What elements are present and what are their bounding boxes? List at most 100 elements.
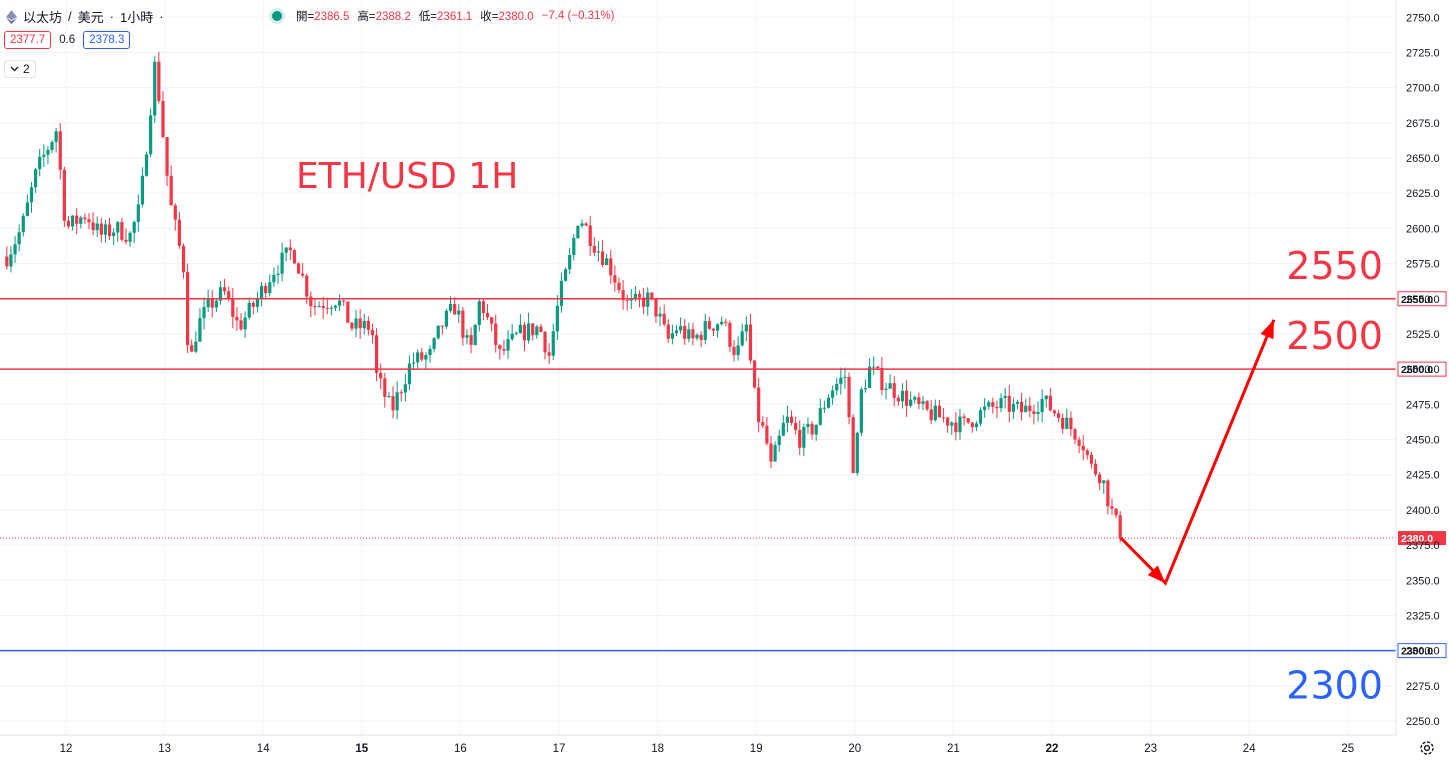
resistance-price-tag: [1397, 291, 1447, 307]
candles: [5, 51, 1122, 543]
candle-down: [469, 335, 473, 345]
quote-boxes: 2377.7 0.6 2378.3: [4, 31, 131, 49]
candle-up: [781, 422, 785, 436]
candle-down: [190, 345, 194, 352]
candle-up: [506, 339, 510, 351]
candle-up: [806, 423, 810, 427]
candle-up: [140, 175, 145, 205]
x-tick-label: 22: [1046, 743, 1059, 755]
candle-down: [1118, 515, 1122, 539]
candle-up: [563, 269, 568, 281]
candle-down: [650, 292, 654, 299]
candle-down: [946, 417, 950, 426]
candle-up: [128, 232, 132, 242]
candle-up: [596, 251, 601, 253]
candle-up: [29, 187, 34, 203]
candle-up: [715, 324, 720, 331]
current-price-tag: [1398, 531, 1446, 546]
y-tick-label: 2350.0: [1406, 575, 1440, 587]
candle-down: [765, 425, 769, 444]
candle-down: [288, 247, 292, 251]
resistance-price-tag-label: 2500.0: [1401, 364, 1433, 376]
candle-down: [625, 300, 629, 302]
candle-down: [917, 397, 921, 404]
candle-down: [929, 409, 933, 421]
candle-down: [1069, 417, 1073, 430]
candle-down: [1019, 401, 1024, 413]
candle-down: [699, 334, 703, 340]
candle-up: [403, 384, 407, 393]
candle-down: [970, 422, 974, 428]
candle-down: [1007, 395, 1011, 412]
symbol-header[interactable]: 以太坊 / 美元 · 1小時 ·: [6, 7, 164, 26]
candle-down: [157, 61, 161, 101]
candle-down: [58, 131, 62, 170]
indicators-toggle-button[interactable]: 2: [4, 60, 36, 78]
x-tick-label: 14: [257, 743, 270, 755]
resistance-price-tag: [1397, 361, 1447, 377]
x-tick-label: 13: [158, 743, 171, 755]
candle-up: [736, 345, 740, 356]
candle-down: [120, 222, 124, 240]
candle-down: [613, 275, 617, 283]
candle-down: [752, 360, 757, 388]
candle-up: [859, 389, 863, 433]
candle-down: [235, 316, 239, 321]
candle-down: [346, 301, 350, 323]
candle-up: [38, 156, 42, 170]
candle-up: [132, 221, 136, 233]
candle-down: [1085, 450, 1089, 455]
y-tick-label: 2475.0: [1406, 399, 1440, 411]
candle-down: [757, 387, 761, 423]
candle-up: [933, 405, 937, 421]
candle-up: [843, 376, 847, 378]
market-status-icon: [272, 11, 282, 21]
candle-down: [621, 290, 625, 301]
candle-up: [646, 292, 650, 307]
candle-up: [206, 298, 210, 308]
resistance-level-label: 2550: [1286, 244, 1383, 288]
candle-up: [1011, 403, 1015, 412]
candle-up: [407, 363, 412, 385]
candle-down: [502, 349, 506, 351]
buy-button[interactable]: 2378.3: [83, 31, 131, 49]
y-tick-label: 2275.0: [1406, 681, 1440, 693]
candle-down: [925, 401, 929, 410]
candle-down: [75, 215, 79, 224]
candle-down: [1077, 439, 1081, 446]
candle-up: [835, 383, 839, 391]
dot-separator-2: ·: [159, 9, 164, 24]
candle-down: [296, 263, 301, 274]
candle-up: [785, 416, 790, 423]
sell-button[interactable]: 2377.7: [4, 31, 52, 49]
candle-up: [144, 154, 149, 176]
candle-up: [1102, 480, 1106, 484]
candle-down: [941, 417, 946, 419]
symbol-name: 以太坊: [23, 10, 63, 25]
candle-down: [453, 304, 457, 315]
projection-path: [1119, 319, 1276, 586]
y-tick-label: 2675.0: [1406, 118, 1440, 130]
candle-up: [112, 232, 116, 237]
candle-up: [872, 366, 876, 368]
chart-title: ETH/USD 1H: [296, 156, 518, 197]
candle-up: [839, 377, 843, 384]
x-tick-label: 15: [355, 743, 368, 755]
candle-up: [863, 387, 868, 390]
candle-up: [95, 223, 99, 231]
candle-down: [798, 429, 802, 448]
candle-up: [149, 115, 153, 155]
y-tick-label: 2300.0: [1406, 646, 1440, 658]
candle-down: [666, 324, 670, 339]
candle-down: [399, 392, 403, 394]
candle-up: [818, 408, 822, 425]
candle-up: [826, 397, 831, 408]
y-tick-label: 2750.0: [1406, 12, 1440, 24]
candle-down: [1081, 445, 1085, 451]
candle-up: [1036, 412, 1040, 414]
settings-gear-icon[interactable]: [1418, 739, 1436, 757]
candle-up: [13, 244, 17, 255]
open-label: 開=: [296, 11, 315, 23]
candle-up: [416, 352, 420, 363]
